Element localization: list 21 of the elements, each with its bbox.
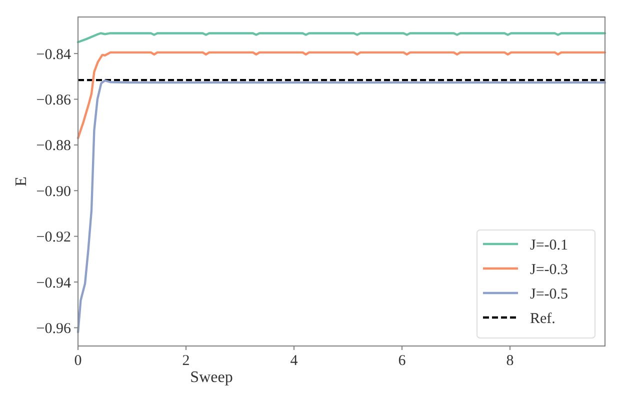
line-series — [76, 79, 606, 334]
y-tick-label: −0.88 — [36, 138, 71, 154]
legend-label: J=-0.1 — [530, 237, 568, 254]
legend-label: J=-0.5 — [530, 286, 568, 302]
x-tick-label: 4 — [290, 353, 298, 369]
y-tick-label: −0.92 — [36, 230, 71, 246]
line-series — [76, 51, 606, 140]
line-series — [76, 32, 606, 44]
y-tick-label: −0.86 — [36, 92, 72, 108]
x-tick-label: 0 — [74, 353, 82, 369]
y-tick-label: −0.90 — [36, 184, 71, 200]
y-tick-label: −0.96 — [36, 320, 72, 337]
y-tick-label: −0.94 — [36, 275, 72, 292]
x-tick-label: 8 — [506, 353, 514, 369]
y-axis-title: E — [13, 176, 30, 186]
y-tick-label: −0.84 — [36, 46, 72, 63]
x-axis-title: Sweep — [190, 369, 233, 386]
x-tick-label: 2 — [182, 353, 190, 369]
x-tick-label: 6 — [398, 353, 406, 369]
legend-label: J=-0.3 — [530, 262, 568, 278]
legend-label: Ref. — [530, 310, 556, 327]
